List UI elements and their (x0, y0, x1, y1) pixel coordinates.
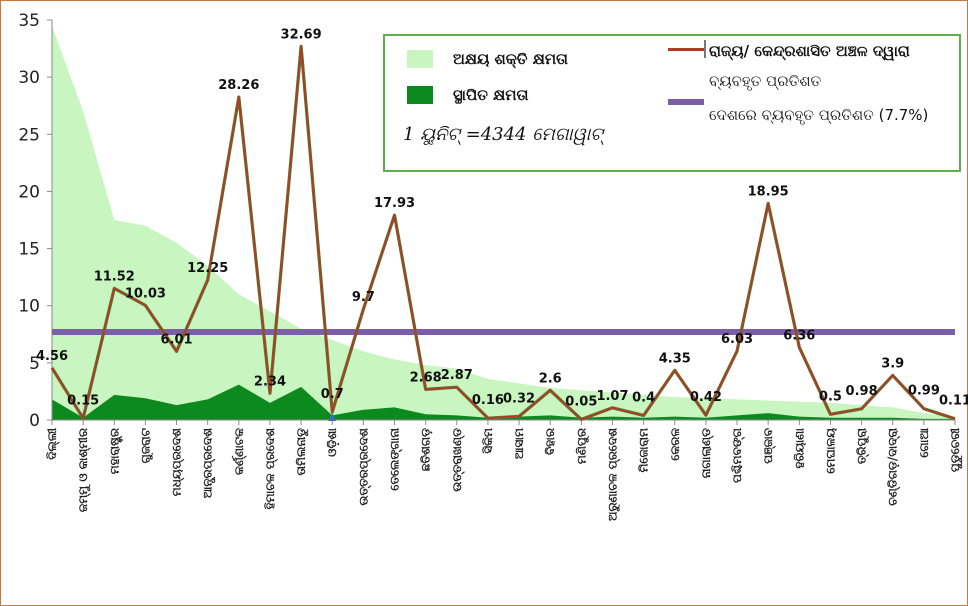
odisha-marker-icon (328, 413, 337, 421)
data-label: 11.52 (94, 269, 135, 284)
data-label: 6.01 (161, 332, 193, 347)
legend-label-installed: ସ୍ଥାପିତ କ୍ଷମତା (453, 86, 529, 104)
x-tick-label: କେରଳ (668, 428, 682, 461)
data-label: 10.03 (125, 286, 166, 301)
legend-unit-note: 1 ୟୁନିଟ୍ =4344 ମେଗାୱାଟ୍ (403, 124, 603, 145)
data-label: 2.87 (441, 368, 473, 383)
data-label: 6.36 (783, 328, 815, 343)
data-label: 0.4 (632, 390, 655, 405)
x-tick-label: ଚଣ୍ଡିଗଡ଼/ଦାଦ୍ରା (886, 428, 901, 506)
y-tick-label: 10 (18, 297, 40, 317)
x-tick-label: ଦିଲ୍ଲୀ (45, 428, 60, 460)
x-tick-label: ଅରୁଣାଚଳ ପ୍ରଦେଶ (605, 428, 621, 521)
x-tick-label: ପଞ୍ଜାବ (761, 428, 776, 464)
x-tick-label: ହରିୟାଣା (792, 428, 806, 469)
y-tick-label: 25 (18, 125, 40, 145)
x-tick-label: ଛତିଶଗଡ଼ (419, 428, 434, 471)
x-tick-label: ତ୍ରିପୁରା (855, 428, 871, 465)
x-tick-label: ହିମାଚଳ ପ୍ରଦେଶ (263, 428, 278, 510)
data-label: 32.69 (281, 27, 322, 42)
legend-line-national (668, 99, 704, 105)
data-label: 2.68 (410, 370, 442, 385)
data-label: 0.7 (321, 387, 344, 402)
y-tick-label: 35 (18, 11, 40, 31)
x-tick-label: ଉତ୍ତରପ୍ରଦେଶ (356, 428, 371, 506)
x-tick-label: ଜମ୍ମୁ ଓ କାଶ୍ମୀର (76, 428, 92, 512)
x-tick-label: ତେଲେଙ୍ଗାନା (388, 428, 403, 491)
legend-label-state-2: ବ୍ୟବହୃତ ପ୍ରତିଶତ (709, 72, 822, 90)
y-tick-label: 15 (18, 240, 40, 260)
x-tick-label: ଗୁଜରାଟ (138, 428, 154, 463)
data-label: 0.32 (503, 391, 535, 406)
data-label: 0.98 (846, 384, 878, 399)
data-label: 3.9 (881, 356, 904, 371)
x-tick-label: ପଶ୍ଚିମବଙ୍ଗ (730, 427, 745, 483)
x-tick-label: ମହାରାଷ୍ଟ୍ର (107, 428, 123, 474)
legend-swatch-renewable (407, 50, 433, 68)
data-label: 0.16 (472, 393, 504, 408)
legend: ଅକ୍ଷୟ ଶକ୍ତି କ୍ଷମତା ସ୍ଥାପିତ କ୍ଷମତା 1 ୟୁନି… (383, 34, 961, 172)
series-state-line (51, 45, 956, 421)
x-tick-label: ନାଗାଲାଣ୍ଡ (699, 428, 714, 478)
x-tick-label: ବିହାର (543, 428, 557, 455)
x-tick-label: ମିଜୋରାମ (637, 428, 651, 473)
data-label: 0.15 (67, 393, 99, 408)
x-tick-label: ମେଘାଳୟ (823, 428, 837, 474)
y-tick-label: 5 (29, 354, 40, 374)
data-label: 6.03 (721, 332, 753, 347)
x-tick-label: ତାମିଲନାଡୁ (294, 428, 310, 476)
data-label: 4.56 (36, 349, 68, 364)
data-label: 17.93 (374, 196, 415, 211)
data-label: 0.42 (690, 390, 722, 405)
data-label: 1.07 (596, 389, 628, 404)
legend-line-state (668, 48, 704, 51)
data-label: 0.05 (565, 394, 597, 409)
data-label: 2.34 (254, 374, 286, 389)
data-label: 0.11 (939, 394, 968, 409)
series-area-installed (52, 384, 955, 420)
x-tick-label: ସିକିମ (481, 428, 495, 454)
legend-label-state-1: ରାଜ୍ୟ/ କେନ୍ଦ୍ରଶାସିତ ଅଞ୍ଚଳ ଦ୍ୱାରା (709, 42, 910, 60)
x-tick-label: କର୍ଣ୍ଣାଟକ (231, 428, 247, 475)
y-tick-label: 30 (18, 68, 40, 88)
x-tick-label: ଆନ୍ଧ୍ରପ୍ରଦେଶ (201, 428, 216, 498)
data-label: 18.95 (748, 184, 789, 199)
legend-label-national: ଦେଶରେ ବ୍ୟବହୃତ ପ୍ରତିଶତ (7.7%) (709, 106, 929, 124)
x-tick-label: ପୁଡୁଚେରୀ (948, 428, 964, 473)
data-label: 4.35 (659, 351, 691, 366)
x-tick-label: ମଧ୍ୟପ୍ରଦେଶ (170, 428, 185, 496)
y-tick-label: 20 (18, 182, 40, 202)
x-tick-label: ମଣିପୁର (574, 428, 590, 464)
data-label: 28.26 (218, 78, 259, 93)
x-tick-label: ଆସାମ (512, 428, 526, 459)
data-label: 0.99 (908, 384, 940, 399)
data-label: 2.6 (539, 371, 562, 386)
legend-label-renewable: ଅକ୍ଷୟ ଶକ୍ତି କ୍ଷମତା (453, 50, 568, 68)
data-label: 0.5 (819, 389, 842, 404)
y-tick-label: 0 (29, 411, 40, 431)
data-label: 9.7 (352, 290, 375, 305)
x-tick-label: ଉତ୍ତରାଖଣ୍ଡ (450, 428, 465, 492)
x-tick-label: ଓଡ଼ିଶା (325, 428, 340, 457)
data-label: 12.25 (187, 261, 228, 276)
x-tick-label: ଗୋଆ (917, 428, 931, 458)
legend-swatch-installed (407, 86, 433, 104)
legend-divider (704, 40, 706, 58)
